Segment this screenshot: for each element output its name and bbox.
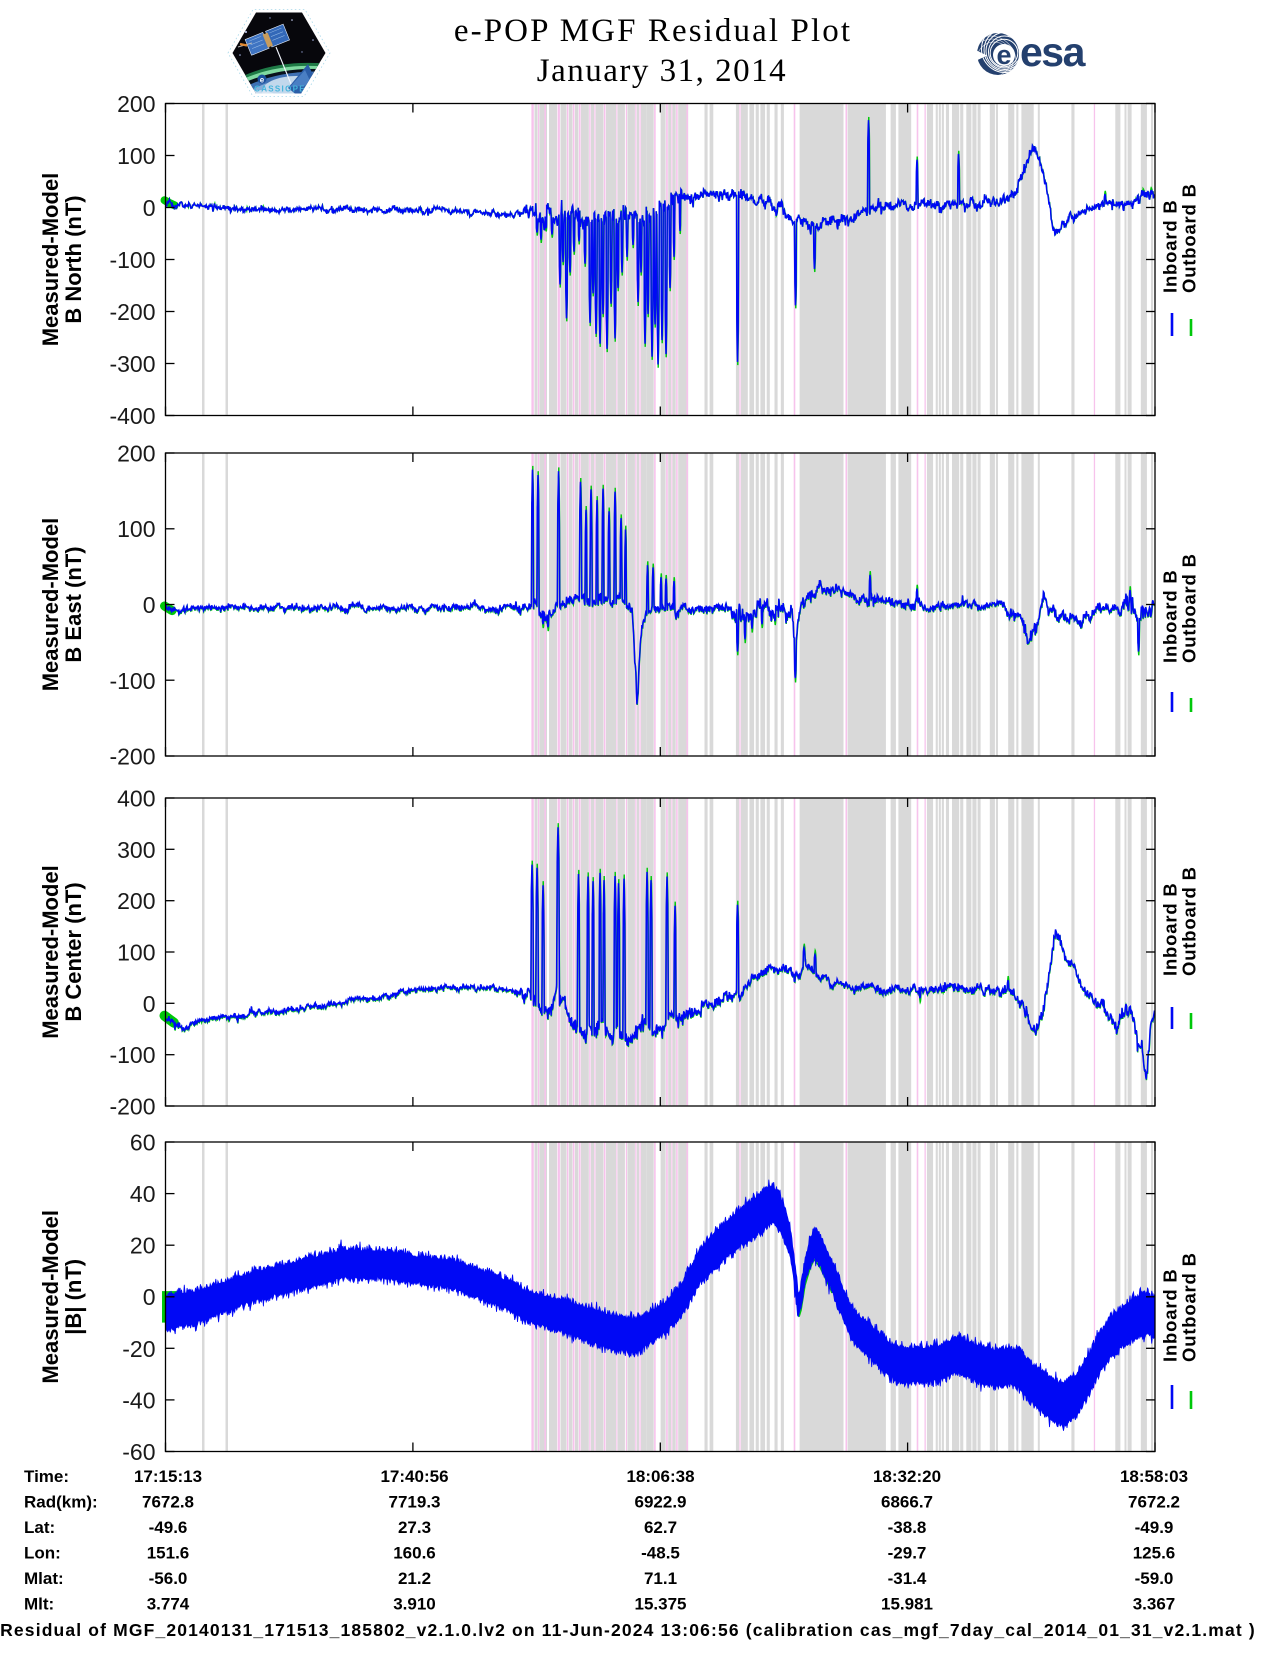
svg-text:100: 100 [117, 940, 155, 966]
svg-text:3.774: 3.774 [147, 1595, 190, 1614]
svg-text:e: e [260, 76, 265, 85]
svg-text:100: 100 [117, 143, 155, 169]
svg-text:Inboard B: Inboard B [1160, 1268, 1181, 1362]
svg-text:Mlat:: Mlat: [24, 1569, 64, 1588]
svg-text:-56.0: -56.0 [149, 1569, 188, 1588]
svg-text:-59.0: -59.0 [1135, 1569, 1174, 1588]
svg-text:CASSIOPE: CASSIOPE [254, 85, 306, 94]
svg-text:7672.2: 7672.2 [1128, 1493, 1180, 1512]
svg-text:-100: -100 [109, 247, 155, 273]
svg-text:-300: -300 [109, 351, 155, 377]
svg-text:60: 60 [130, 1130, 156, 1156]
svg-text:Lon:: Lon: [24, 1544, 61, 1563]
svg-text:7672.8: 7672.8 [142, 1493, 194, 1512]
svg-text:0: 0 [143, 592, 156, 618]
svg-text:200: 200 [117, 441, 155, 467]
svg-text:71.1: 71.1 [644, 1569, 677, 1588]
svg-text:3.367: 3.367 [1133, 1595, 1176, 1614]
svg-text:40: 40 [130, 1181, 156, 1207]
svg-text:18:06:38: 18:06:38 [626, 1467, 694, 1486]
svg-text:-48.5: -48.5 [641, 1544, 680, 1563]
svg-text:B North (nT): B North (nT) [61, 195, 86, 323]
svg-text:-49.6: -49.6 [149, 1518, 188, 1537]
svg-text:January 31, 2014: January 31, 2014 [537, 53, 787, 89]
svg-text:21.2: 21.2 [398, 1569, 431, 1588]
svg-text:Outboard B: Outboard B [1179, 183, 1200, 293]
svg-text:-40: -40 [122, 1387, 155, 1413]
svg-text:Inboard B: Inboard B [1160, 569, 1181, 663]
svg-text:-100: -100 [109, 1042, 155, 1068]
svg-text:151.6: 151.6 [147, 1544, 190, 1563]
svg-text:Measured-Model: Measured-Model [38, 1210, 63, 1384]
svg-text:-38.8: -38.8 [888, 1518, 927, 1537]
svg-text:B Center (nT): B Center (nT) [61, 882, 86, 1021]
svg-text:100: 100 [117, 516, 155, 542]
svg-text:Time:: Time: [24, 1467, 69, 1486]
svg-text:Mlt:: Mlt: [24, 1595, 54, 1614]
svg-text:300: 300 [117, 837, 155, 863]
svg-text:Outboard B: Outboard B [1179, 1252, 1200, 1362]
svg-text:Rad(km):: Rad(km): [24, 1493, 98, 1512]
svg-text:-31.4: -31.4 [888, 1569, 927, 1588]
svg-text:27.3: 27.3 [398, 1518, 431, 1537]
svg-text:-29.7: -29.7 [888, 1544, 927, 1563]
svg-text:-100: -100 [109, 668, 155, 694]
svg-text:7719.3: 7719.3 [389, 1493, 441, 1512]
svg-text:|B| (nT): |B| (nT) [61, 1259, 86, 1335]
svg-text:Measured-Model: Measured-Model [38, 865, 63, 1039]
svg-text:15.375: 15.375 [635, 1595, 687, 1614]
svg-text:Lat:: Lat: [24, 1518, 55, 1537]
svg-text:Outboard B: Outboard B [1179, 866, 1200, 976]
svg-text:Inboard B: Inboard B [1160, 882, 1181, 976]
svg-text:62.7: 62.7 [644, 1518, 677, 1537]
svg-text:Outboard B: Outboard B [1179, 553, 1200, 663]
svg-text:Residual of MGF_20140131_17151: Residual of MGF_20140131_171513_185802_v… [0, 1620, 1256, 1640]
svg-text:Measured-Model: Measured-Model [38, 518, 63, 692]
svg-text:Measured-Model: Measured-Model [38, 173, 63, 347]
svg-text:18:32:20: 18:32:20 [873, 1467, 941, 1486]
svg-text:400: 400 [117, 786, 155, 812]
svg-text:-49.9: -49.9 [1135, 1518, 1174, 1537]
svg-text:200: 200 [117, 91, 155, 117]
svg-text:Inboard B: Inboard B [1160, 199, 1181, 293]
svg-text:15.981: 15.981 [881, 1595, 933, 1614]
svg-text:160.6: 160.6 [393, 1544, 436, 1563]
svg-text:0: 0 [143, 195, 156, 221]
svg-text:-20: -20 [122, 1336, 155, 1362]
svg-text:6866.7: 6866.7 [881, 1493, 933, 1512]
svg-text:17:40:56: 17:40:56 [380, 1467, 448, 1486]
svg-text:200: 200 [117, 888, 155, 914]
svg-text:-200: -200 [109, 299, 155, 325]
svg-text:-400: -400 [109, 403, 155, 429]
svg-text:e-POP MGF Residual Plot: e-POP MGF Residual Plot [454, 13, 852, 49]
svg-text:esa: esa [1020, 29, 1087, 75]
svg-text:18:58:03: 18:58:03 [1120, 1467, 1188, 1486]
svg-text:B East (nT): B East (nT) [61, 546, 86, 662]
svg-text:-200: -200 [109, 1094, 155, 1120]
svg-text:-60: -60 [122, 1439, 155, 1465]
svg-text:0: 0 [143, 991, 156, 1017]
svg-text:3.910: 3.910 [393, 1595, 436, 1614]
svg-text:e: e [996, 40, 1011, 70]
svg-text:-200: -200 [109, 744, 155, 770]
svg-text:0: 0 [143, 1284, 156, 1310]
svg-text:17:15:13: 17:15:13 [134, 1467, 202, 1486]
svg-text:20: 20 [130, 1233, 156, 1259]
svg-text:125.6: 125.6 [1133, 1544, 1176, 1563]
svg-text:6922.9: 6922.9 [635, 1493, 687, 1512]
